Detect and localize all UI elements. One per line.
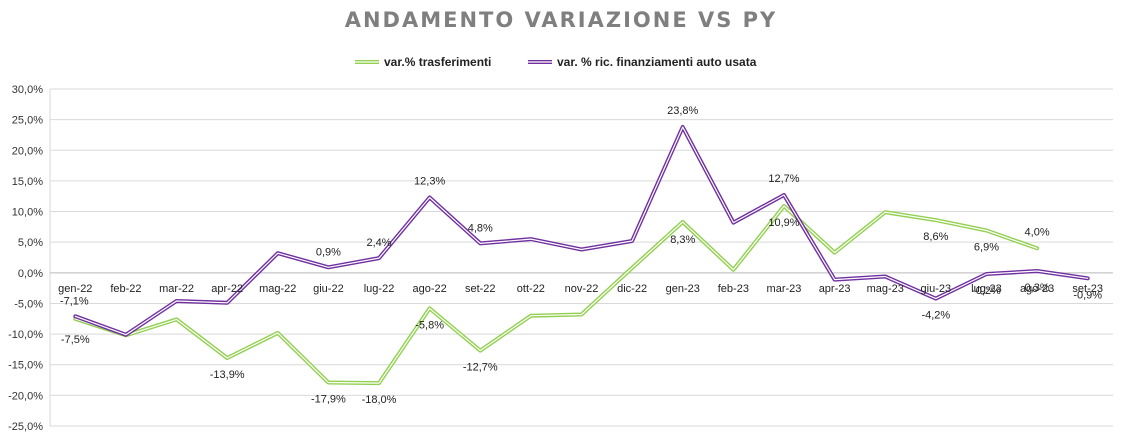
x-tick-label: set-23 <box>1072 283 1103 295</box>
data-label: -0,2% <box>972 285 1001 297</box>
x-tick-label: lug-23 <box>971 283 1002 295</box>
x-tick-label: nov-22 <box>565 283 599 295</box>
data-label: -4,2% <box>921 310 950 322</box>
legend-label: var. % ric. finanziamenti auto usata <box>557 55 757 69</box>
data-labels: -7,5% -13,9% -17,9% -18,0% -5,8% -12,7% 8,3% 10… <box>60 105 1102 406</box>
x-tick-label: apr-22 <box>211 283 243 295</box>
chart-title: ANDAMENTO VARIAZIONE VS PY <box>344 8 778 32</box>
data-label: 4,8% <box>468 222 493 234</box>
x-axis: gen-22 feb-22 mar-22 apr-22 mag-22 giu-22 lug-… <box>58 283 1103 295</box>
data-label: 8,6% <box>923 231 948 243</box>
x-tick-label: set-22 <box>465 283 496 295</box>
data-label: 4,0% <box>1025 226 1050 238</box>
y-tick-label: 15,0% <box>12 176 43 188</box>
data-label: 6,9% <box>974 242 999 254</box>
y-tick-label: 30,0% <box>12 84 43 96</box>
x-tick-label: ott-22 <box>517 283 545 295</box>
y-tick-label: -20,0% <box>8 390 43 402</box>
data-label: 10,9% <box>768 217 799 229</box>
data-label: 2,4% <box>366 237 391 249</box>
y-tick-label: -25,0% <box>8 421 43 433</box>
data-label: -5,8% <box>415 319 444 331</box>
data-label: -0,9% <box>1073 289 1102 301</box>
x-tick-label: gen-22 <box>58 283 92 295</box>
data-label: -17,9% <box>311 393 346 405</box>
y-tick-label: -15,0% <box>8 360 43 372</box>
x-tick-label: mar-22 <box>159 283 194 295</box>
data-label: -7,5% <box>61 334 90 346</box>
legend-label: var.% trasferimenti <box>384 55 491 69</box>
series-line-inner-1 <box>74 205 1038 384</box>
data-label: 8,3% <box>670 234 695 246</box>
data-label: -18,0% <box>362 394 397 406</box>
y-tick-label: 10,0% <box>12 207 43 219</box>
x-tick-label: mag-23 <box>867 283 904 295</box>
x-tick-label: dic-22 <box>617 283 647 295</box>
data-label: 0,9% <box>316 246 341 258</box>
data-label: -12,7% <box>463 362 498 374</box>
data-label: 23,8% <box>667 105 698 117</box>
y-tick-label: 25,0% <box>12 115 43 127</box>
y-tick-label: 5,0% <box>18 237 43 249</box>
x-tick-label: mar-23 <box>767 283 802 295</box>
y-axis: -25,0% -20,0% -15,0% -10,0% -5,0% 0,0% 5,0% 10,… <box>8 84 1113 433</box>
x-tick-label: giu-22 <box>313 283 344 295</box>
data-label: -7,1% <box>60 295 89 307</box>
y-tick-label: -10,0% <box>8 329 43 341</box>
series-line-inner-2 <box>74 126 1089 336</box>
chart-legend: var.% trasferimenti var. % ric. finanziam… <box>355 55 757 69</box>
y-tick-label: 20,0% <box>12 145 43 157</box>
x-tick-label: ago-23 <box>1020 283 1054 295</box>
y-tick-label: 0,0% <box>18 268 43 280</box>
x-tick-label: lug-22 <box>364 283 395 295</box>
x-tick-label: giu-23 <box>921 283 952 295</box>
y-tick-label: -5,0% <box>14 298 43 310</box>
x-tick-label: gen-23 <box>666 283 700 295</box>
x-tick-label: mag-22 <box>259 283 296 295</box>
data-label: -13,9% <box>210 369 245 381</box>
x-tick-label: apr-23 <box>819 283 851 295</box>
data-label: 12,3% <box>414 175 445 187</box>
data-label: 12,7% <box>768 173 799 185</box>
chart-series <box>73 125 1090 386</box>
x-tick-label: feb-22 <box>110 283 141 295</box>
x-tick-label: ago-22 <box>413 283 447 295</box>
data-label: 0,3% <box>1025 282 1050 294</box>
x-tick-label: feb-23 <box>718 283 749 295</box>
